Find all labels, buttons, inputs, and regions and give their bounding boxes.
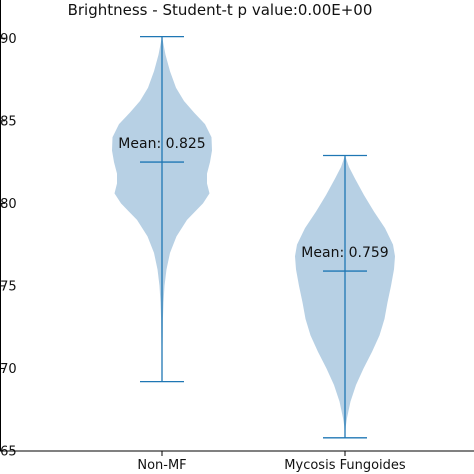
violin-non-mf: Mean: 0.825 [112, 35, 212, 383]
chart-title: Brightness - Student-t p value:0.00E+00 [68, 1, 373, 19]
x-tick-label: Non-MF [137, 458, 186, 473]
x-axis: Non-MF Mycosis Fungoides [0, 450, 474, 473]
y-tick-label: .65 [0, 445, 17, 460]
y-tick-label: .90 [0, 32, 17, 47]
y-tick-label: .85 [0, 114, 17, 129]
y-axis: .65 .70 .75 .80 .85 .90 [0, 0, 17, 460]
y-tick-label: .80 [0, 197, 17, 212]
y-tick-label: .70 [0, 362, 17, 377]
violins: Mean: 0.825 Mean: 0.759 [112, 35, 395, 439]
x-tick-label: Mycosis Fungoides [284, 458, 406, 473]
mean-label: Mean: 0.825 [118, 136, 205, 152]
y-tick-label: .75 [0, 279, 17, 294]
violin-mycosis-fungoides: Mean: 0.759 [295, 154, 395, 439]
mean-label: Mean: 0.759 [301, 245, 388, 261]
